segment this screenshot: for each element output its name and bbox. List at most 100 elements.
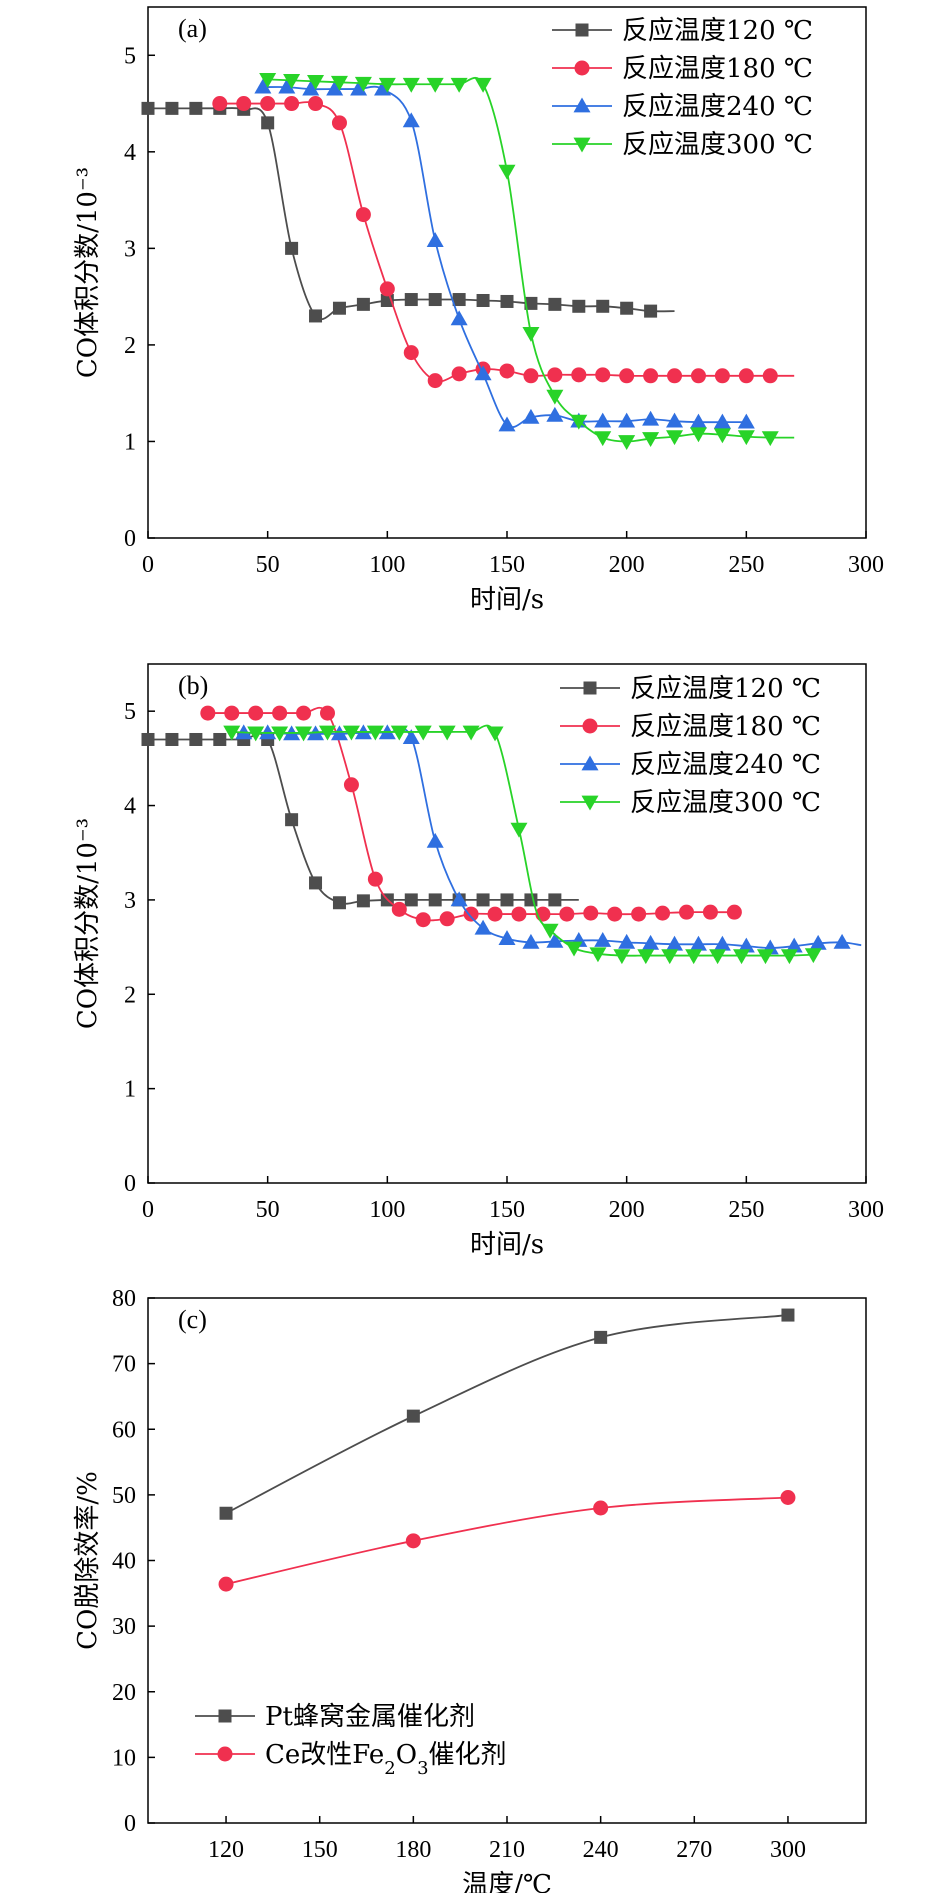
data-point <box>212 96 228 112</box>
series-3: 反应温度240 ℃ <box>254 78 813 432</box>
x-tick-label: 300 <box>770 1837 806 1863</box>
data-point <box>261 116 275 130</box>
data-point <box>565 941 583 957</box>
data-point <box>524 893 538 907</box>
y-tick-label: 0 <box>124 526 136 552</box>
data-point <box>165 732 179 746</box>
data-point <box>642 432 660 448</box>
data-point <box>218 1576 234 1592</box>
data-point <box>248 705 264 721</box>
data-point <box>354 76 372 92</box>
data-point <box>450 77 468 93</box>
data-point <box>498 416 516 432</box>
data-point <box>367 871 383 887</box>
data-point <box>524 296 538 310</box>
data-point <box>309 309 323 323</box>
data-point <box>391 901 407 917</box>
data-point <box>620 301 634 315</box>
y-tick-label: 40 <box>112 1549 136 1575</box>
data-point <box>405 1533 421 1549</box>
data-point <box>219 1506 233 1520</box>
data-point <box>655 905 671 921</box>
data-point <box>781 1308 795 1322</box>
data-point <box>546 932 564 948</box>
data-point <box>283 73 301 89</box>
data-point <box>236 96 252 112</box>
data-point <box>355 207 371 223</box>
legend-marker <box>575 23 589 37</box>
data-point <box>141 732 155 746</box>
data-point <box>709 949 727 965</box>
data-point <box>331 115 347 131</box>
x-tick-label: 300 <box>848 552 884 578</box>
data-point <box>307 74 325 90</box>
y-tick-label: 1 <box>124 429 136 455</box>
data-point <box>406 1409 420 1423</box>
data-point <box>259 73 277 88</box>
panel-label: (c) <box>178 1305 207 1334</box>
data-point <box>247 726 265 742</box>
data-point <box>607 906 623 922</box>
data-point <box>499 363 515 379</box>
data-point <box>402 77 420 93</box>
data-point <box>450 310 468 326</box>
data-point <box>260 96 276 112</box>
data-point <box>637 949 655 965</box>
data-point <box>463 906 479 922</box>
x-tick-label: 50 <box>256 552 280 578</box>
series-line <box>262 85 747 429</box>
data-point <box>714 368 730 384</box>
data-point <box>594 431 612 447</box>
x-tick-label: 100 <box>369 1197 405 1223</box>
data-point <box>679 904 694 920</box>
x-tick-label: 200 <box>609 552 645 578</box>
y-axis-title: CO体积分数/10⁻³ <box>73 167 103 378</box>
data-point <box>689 427 707 443</box>
data-point <box>559 906 575 922</box>
legend-label: 反应温度120 ℃ <box>630 674 821 704</box>
x-tick-label: 0 <box>142 552 154 578</box>
y-tick-label: 20 <box>112 1680 136 1706</box>
data-point <box>428 293 442 307</box>
data-point <box>223 725 241 741</box>
series-2: 反应温度180 ℃ <box>200 705 821 928</box>
data-point <box>189 732 203 746</box>
x-tick-label: 100 <box>369 552 405 578</box>
data-point <box>500 893 514 907</box>
data-point <box>342 725 360 741</box>
data-point <box>200 705 216 721</box>
y-tick-label: 2 <box>124 333 136 359</box>
data-point <box>737 937 755 953</box>
data-point <box>271 726 289 742</box>
data-point <box>486 726 504 742</box>
data-point <box>272 705 288 721</box>
data-point <box>541 923 559 939</box>
series-1: 反应温度120 ℃ <box>141 674 821 910</box>
data-point <box>224 705 240 721</box>
data-point <box>733 949 751 965</box>
plot-frame <box>147 1297 867 1824</box>
data-point <box>366 725 384 741</box>
data-point <box>548 297 562 311</box>
data-point <box>522 326 540 342</box>
y-axis-title: CO体积分数/10⁻³ <box>73 818 103 1029</box>
series-line <box>225 1314 789 1515</box>
data-point <box>259 724 277 740</box>
x-tick-label: 300 <box>848 1197 884 1223</box>
data-point <box>523 368 539 384</box>
data-point <box>487 906 503 922</box>
data-point <box>402 729 420 744</box>
data-point <box>426 232 444 248</box>
panel-label: (a) <box>178 14 207 43</box>
x-tick-label: 250 <box>728 1197 764 1223</box>
y-tick-label: 0 <box>124 1811 136 1837</box>
data-point <box>426 77 444 93</box>
data-point <box>583 905 599 921</box>
data-point <box>500 294 514 308</box>
data-point <box>589 947 607 963</box>
data-point <box>631 906 647 922</box>
data-point <box>462 725 480 741</box>
data-point <box>689 413 707 429</box>
data-point <box>756 949 774 965</box>
legend-marker <box>581 755 599 771</box>
